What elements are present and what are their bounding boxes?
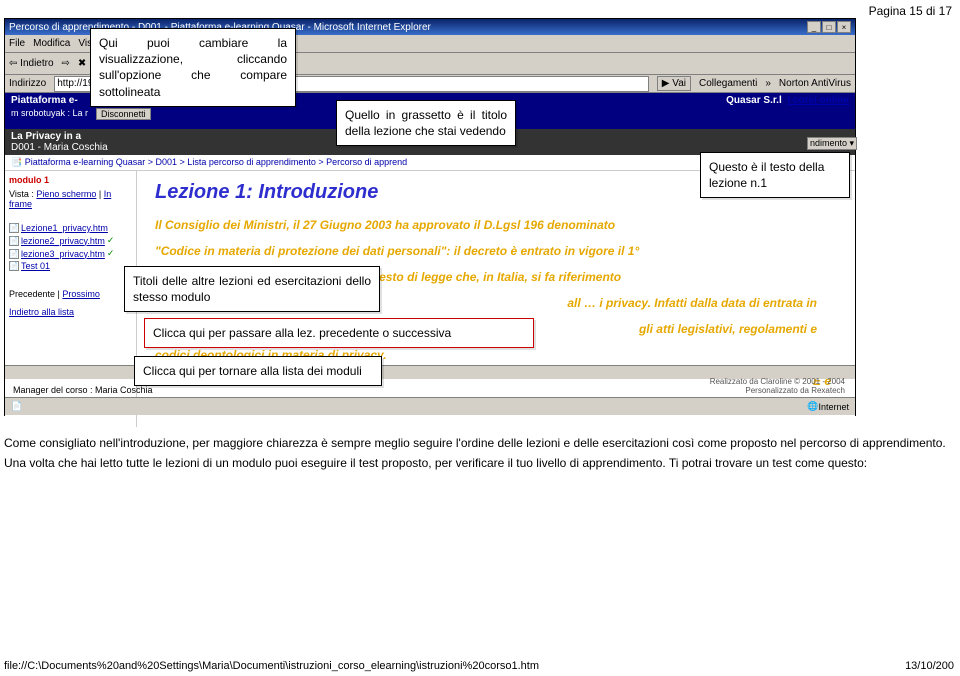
footer-credits: Realizzato da Claroline © 2001 - 2004 Pe… bbox=[710, 377, 845, 395]
status-icon: 📄 bbox=[11, 401, 22, 412]
go-button[interactable]: ▶ Vai bbox=[657, 76, 691, 91]
callout-titles: Titoli delle altre lezioni ed esercitazi… bbox=[124, 266, 380, 312]
doc-icon: 📄 bbox=[9, 261, 19, 271]
doc-icon: 📄 bbox=[9, 236, 19, 246]
norton-label: Norton AntiVirus bbox=[779, 78, 851, 89]
maximize-button[interactable]: □ bbox=[822, 21, 836, 33]
body-paragraph: Come consigliato nell'introduzione, per … bbox=[4, 435, 954, 452]
file-date: 13/10/200 bbox=[905, 660, 954, 672]
check-icon: ✓ bbox=[107, 235, 115, 246]
menu-edit[interactable]: Modifica bbox=[33, 38, 70, 49]
user-label: m srobotuyak : La r bbox=[11, 108, 88, 120]
callout-title: Quello in grassetto è il titolo della le… bbox=[336, 100, 516, 146]
lesson-link[interactable]: Lezione1_privacy.htm bbox=[21, 223, 108, 233]
zone-label: Internet bbox=[818, 402, 849, 412]
back-button[interactable]: ⇦ Indietro bbox=[9, 58, 54, 69]
check-icon: ✓ bbox=[107, 248, 115, 259]
lesson-paragraph: Il Consiglio dei Ministri, il 27 Giugno … bbox=[155, 216, 837, 234]
forward-button[interactable]: ⇨ bbox=[62, 58, 70, 69]
zone-icon: 🌐 bbox=[807, 401, 818, 412]
body-text: Come consigliato nell'introduzione, per … bbox=[4, 432, 954, 475]
body-paragraph: Una volta che hai letto tutte le lezioni… bbox=[4, 455, 954, 472]
module-label: modulo 1 bbox=[9, 175, 132, 185]
status-bar: 📄 🌐 Internet bbox=[5, 397, 855, 415]
view-fullscreen-link[interactable]: Pieno schermo bbox=[36, 189, 96, 199]
minimize-button[interactable]: _ bbox=[807, 21, 821, 33]
corsi-link[interactable]: I corsi online bbox=[787, 95, 849, 106]
callout-back: Clicca qui per tornare alla lista dei mo… bbox=[134, 356, 382, 386]
doc-icon: 📄 bbox=[9, 223, 19, 233]
view-options: Vista : Pieno schermo | In frame bbox=[9, 189, 132, 209]
list-item: 📄lezione2_privacy.htm✓ bbox=[9, 235, 132, 246]
list-item: 📄Test 01 bbox=[9, 261, 132, 271]
nav-links: Precedente | Prossimo bbox=[9, 289, 132, 299]
close-button[interactable]: × bbox=[837, 21, 851, 33]
stop-button[interactable]: ✖ bbox=[78, 58, 86, 69]
quasar-label: Quasar S.r.l bbox=[726, 95, 782, 106]
dropdown-fragment[interactable]: ndimento ▾ bbox=[807, 137, 857, 150]
disconnect-button[interactable]: Disconnetti bbox=[96, 108, 151, 120]
manager-label: Manager del corso : Maria Coschia bbox=[13, 385, 153, 395]
back-to-list[interactable]: Indietro alla lista bbox=[9, 307, 132, 317]
links-label: Collegamenti bbox=[699, 78, 757, 89]
address-label: Indirizzo bbox=[9, 78, 46, 89]
doc-icon: 📄 bbox=[9, 249, 19, 259]
test-link[interactable]: Test 01 bbox=[21, 261, 50, 271]
lesson-link[interactable]: lezione3_privacy.htm bbox=[21, 249, 105, 259]
next-link[interactable]: Prossimo bbox=[62, 289, 100, 299]
callout-view: Qui puoi cambiare la visualizzazione, cl… bbox=[90, 28, 296, 107]
menu-file[interactable]: File bbox=[9, 38, 25, 49]
callout-nav: Clicca qui per passare alla lez. precede… bbox=[144, 318, 534, 348]
lesson-paragraph: "Codice in materia di protezione dei dat… bbox=[155, 242, 837, 260]
file-path: file://C:\Documents%20and%20Settings\Mar… bbox=[4, 660, 539, 672]
lesson-list: 📄Lezione1_privacy.htm 📄lezione2_privacy.… bbox=[9, 223, 132, 271]
list-item: 📄lezione3_privacy.htm✓ bbox=[9, 248, 132, 259]
list-item: 📄Lezione1_privacy.htm bbox=[9, 223, 132, 233]
callout-text: Questo è il testo della lezione n.1 bbox=[700, 152, 850, 198]
lesson-link[interactable]: lezione2_privacy.htm bbox=[21, 236, 105, 246]
platform-label: Piattaforma e- bbox=[11, 95, 78, 106]
prev-link[interactable]: Precedente bbox=[9, 289, 55, 299]
page-header: Pagina 15 di 17 bbox=[869, 4, 952, 18]
